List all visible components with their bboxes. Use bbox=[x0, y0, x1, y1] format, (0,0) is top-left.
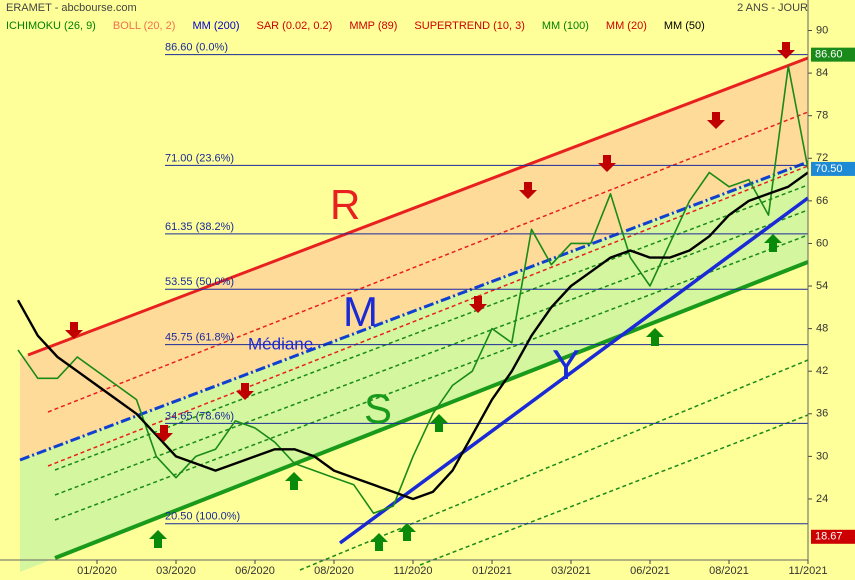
legend-entry: MM (20) bbox=[606, 20, 647, 32]
x-tick-label: 03/2020 bbox=[156, 565, 196, 577]
level-label: 71.00 (23.6%) bbox=[165, 152, 234, 164]
buy-arrow bbox=[285, 472, 303, 490]
channel-s bbox=[54, 260, 809, 560]
level-label: 20.50 (100.0%) bbox=[165, 511, 240, 523]
arrows bbox=[65, 42, 795, 551]
buy-arrow bbox=[646, 328, 664, 346]
price-badge-label: 86.60 bbox=[815, 49, 843, 61]
sell-arrow bbox=[469, 296, 487, 313]
y-tick-label: 90 bbox=[816, 24, 828, 36]
sell-arrow bbox=[155, 425, 173, 442]
channel-m bbox=[19, 160, 809, 462]
sell-arrow bbox=[777, 42, 795, 59]
sell-arrow bbox=[519, 182, 537, 199]
y-tick-label: 54 bbox=[816, 280, 828, 292]
level-label: 61.35 (38.2%) bbox=[165, 221, 234, 233]
price-badge bbox=[811, 161, 855, 176]
price-badge-label: 70.50 bbox=[815, 163, 843, 175]
buy-arrow bbox=[430, 414, 448, 432]
y-tick-label: 48 bbox=[816, 323, 828, 335]
x-tick-label: 06/2021 bbox=[630, 565, 670, 577]
dashed-line bbox=[47, 111, 809, 413]
x-tick-label: 08/2021 bbox=[709, 565, 749, 577]
legend-entry: MMP (89) bbox=[349, 20, 397, 32]
sell-arrow bbox=[707, 112, 725, 129]
x-tick-label: 01/2020 bbox=[77, 565, 117, 577]
x-tick-label: 11/2021 bbox=[789, 565, 828, 577]
level-label: 86.60 (0.0%) bbox=[165, 42, 228, 54]
annotation-s: S bbox=[364, 385, 392, 432]
dashed-line bbox=[54, 209, 809, 496]
legend-entry: MM (100) bbox=[542, 20, 589, 32]
sell-arrow bbox=[598, 155, 616, 172]
y-tick-label: 66 bbox=[816, 195, 828, 207]
x-tick-label: 03/2021 bbox=[551, 565, 591, 577]
annotation-m: M bbox=[343, 288, 378, 335]
x-tick-label: 08/2020 bbox=[314, 565, 354, 577]
y-tick-label: 30 bbox=[816, 450, 828, 462]
level-label: 34.65 (78.6%) bbox=[165, 410, 234, 422]
annotation-mediane: Médiane bbox=[248, 334, 313, 353]
channel-lines bbox=[19, 56, 810, 571]
legend-entry: MM (200) bbox=[192, 20, 239, 32]
level-label: 45.75 (61.8%) bbox=[165, 331, 234, 343]
y-tick-label: 24 bbox=[816, 493, 828, 505]
dashed-line bbox=[419, 414, 809, 566]
dashed-line bbox=[54, 184, 809, 471]
legend-entry: SAR (0.02, 0.2) bbox=[257, 20, 333, 32]
buy-arrow bbox=[149, 530, 167, 548]
moving-average bbox=[16, 171, 809, 501]
sell-arrow bbox=[236, 383, 254, 400]
chart-subtitle: 2 ANS - JOUR bbox=[737, 2, 808, 14]
x-tick-label: 06/2020 bbox=[235, 565, 275, 577]
legend: ICHIMOKU (26, 9) BOLL (20, 2) MM (200) SAR … bbox=[6, 20, 705, 32]
sell-arrow bbox=[65, 322, 83, 339]
y-tick-label: 36 bbox=[816, 408, 828, 420]
dashed-line bbox=[47, 165, 809, 467]
level-label: 53.55 (50.0%) bbox=[165, 276, 234, 288]
price-badge bbox=[811, 529, 855, 544]
legend-entry: ICHIMOKU (26, 9) bbox=[6, 20, 96, 32]
x-tick-label: 01/2021 bbox=[472, 565, 512, 577]
price-badge bbox=[811, 47, 855, 62]
y-tick-label: 72 bbox=[816, 152, 828, 164]
annotation-y: Y bbox=[552, 341, 580, 388]
channel-y bbox=[338, 196, 810, 545]
price-badge-label: 18.67 bbox=[815, 531, 843, 543]
series bbox=[16, 65, 809, 514]
y-tick-label: 78 bbox=[816, 110, 828, 122]
buy-arrow bbox=[370, 533, 388, 551]
x-tick-label: 11/2020 bbox=[394, 565, 433, 577]
legend-entry: SUPERTREND (10, 3) bbox=[414, 20, 524, 32]
dashed-line bbox=[299, 359, 809, 571]
y-tick-label: 60 bbox=[816, 237, 828, 249]
annotation-r: R bbox=[330, 181, 360, 228]
fibonacci-levels: 86.60 (0.0%) 71.00 (23.6%) 61.35 (38.2%) 53… bbox=[165, 42, 808, 525]
chart-title: ERAMET - abcbourse.com bbox=[6, 2, 137, 14]
channel-r bbox=[27, 56, 809, 357]
y-tick-label: 84 bbox=[816, 67, 828, 79]
legend-entry: BOLL (20, 2) bbox=[113, 20, 176, 32]
buy-arrow bbox=[764, 234, 782, 252]
price-line bbox=[17, 65, 809, 514]
y-tick-label: 42 bbox=[816, 365, 828, 377]
legend-entry: MM (50) bbox=[664, 20, 705, 32]
buy-arrow bbox=[398, 523, 416, 541]
